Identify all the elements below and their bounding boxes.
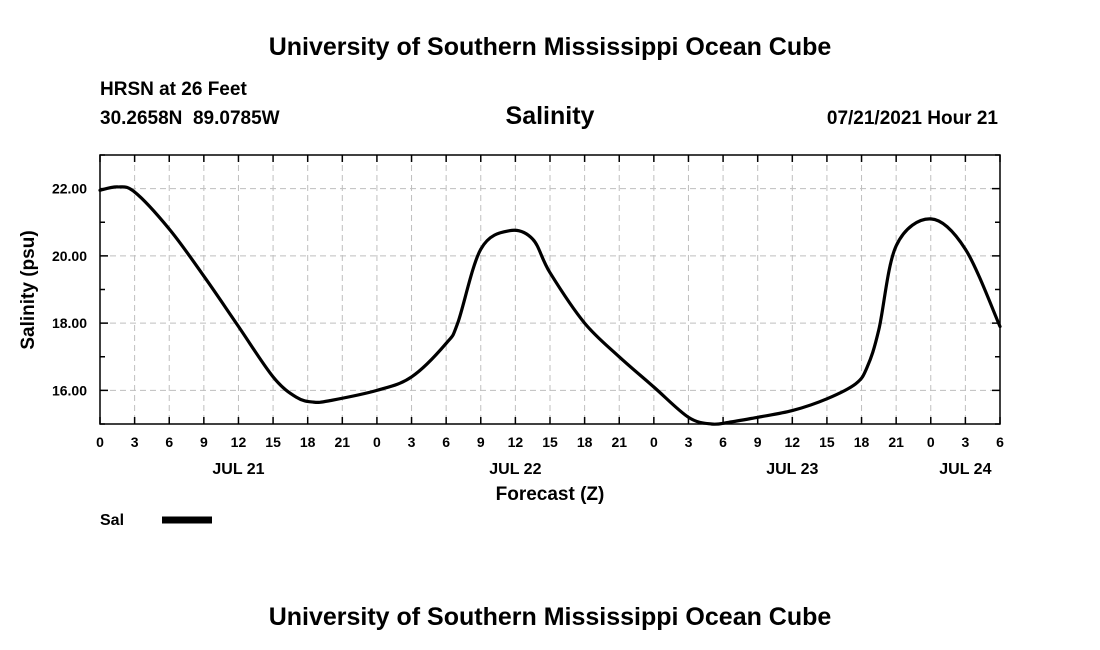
x-tick-label: 18: [854, 434, 870, 450]
y-tick-label: 16.00: [52, 382, 87, 398]
y-tick-label: 20.00: [52, 248, 87, 264]
x-tick-label: 3: [685, 434, 693, 450]
series-group: [98, 185, 1002, 426]
x-tick-label: 21: [888, 434, 904, 450]
x-tick-label: 12: [231, 434, 247, 450]
x-tick-label: 18: [300, 434, 316, 450]
x-tick-label: 15: [819, 434, 835, 450]
x-tick-label: 6: [719, 434, 727, 450]
legend-label: Sal: [100, 512, 124, 529]
forecast-datetime: 07/21/2021 Hour 21: [827, 108, 999, 129]
x-tick-label: 15: [265, 434, 281, 450]
x-axis-title: Forecast (Z): [496, 484, 605, 505]
x-tick-label: 12: [508, 434, 524, 450]
x-date-label: JUL 22: [489, 461, 541, 478]
x-tick-label: 0: [927, 434, 935, 450]
x-tick-label: 15: [542, 434, 558, 450]
series-line-sal: [98, 185, 1002, 426]
grid-lines: [100, 155, 1000, 424]
x-tick-label: 6: [996, 434, 1004, 450]
x-tick-label: 9: [754, 434, 762, 450]
y-tick-label: 18.00: [52, 315, 87, 331]
y-tick-label: 22.00: [52, 181, 87, 197]
x-tick-label: 3: [408, 434, 416, 450]
x-tick-label: 12: [785, 434, 801, 450]
x-tick-label: 0: [373, 434, 381, 450]
footer-title: University of Southern Mississippi Ocean…: [269, 603, 832, 631]
x-tick-label: 6: [442, 434, 450, 450]
variable-title: Salinity: [506, 102, 595, 130]
x-tick-label: 21: [611, 434, 627, 450]
x-date-label: JUL 23: [766, 461, 818, 478]
x-tick-label: 0: [650, 434, 658, 450]
x-tick-label: 6: [165, 434, 173, 450]
x-tick-label: 0: [96, 434, 104, 450]
x-tick-label: 21: [335, 434, 351, 450]
x-tick-label: 9: [200, 434, 208, 450]
x-tick-label: 3: [131, 434, 139, 450]
x-tick-label: 18: [577, 434, 593, 450]
y-axis-title: Salinity (psu): [18, 230, 39, 349]
x-axis: 0 3 6 9 12 15 18 21 0 3 6 9 12 15 18 21 0 3 6 9 12 15 18 21 0 3 6J…: [96, 155, 1004, 478]
y-axis: 16.00 18.00 20.00 22.00: [52, 154, 1000, 425]
station-label: HRSN at 26 Feet: [100, 79, 247, 100]
chart-main-title: University of Southern Mississippi Ocean…: [269, 33, 832, 61]
x-date-label: JUL 24: [939, 461, 991, 478]
station-coordinates: 30.2658N 89.0785W: [100, 108, 280, 129]
x-tick-label: 9: [477, 434, 485, 450]
x-tick-label: 3: [961, 434, 969, 450]
x-date-label: JUL 21: [212, 461, 264, 478]
